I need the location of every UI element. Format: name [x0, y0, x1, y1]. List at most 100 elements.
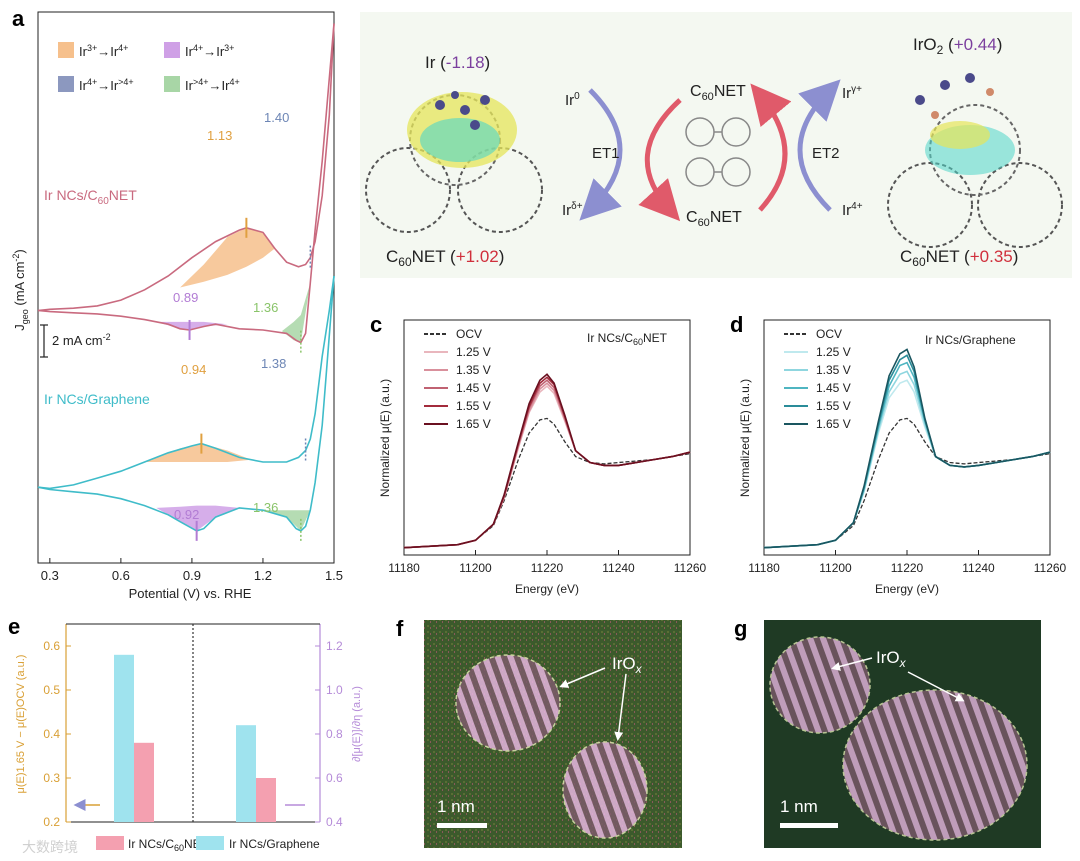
xtick-label: 11260	[1034, 561, 1067, 575]
irox-label-f: IrOx	[612, 654, 643, 676]
legend-label: OCV	[816, 327, 842, 341]
et2-arrow	[797, 79, 841, 212]
legend-label: 1.35 V	[456, 363, 491, 377]
c60net-bottom-label: C60NET	[686, 209, 742, 229]
panel-d-legend: OCV 1.25 V 1.35 V 1.45 V 1.55 V 1.65 V	[784, 327, 851, 431]
arrow-f1	[559, 667, 606, 688]
left-structure-image	[365, 91, 543, 233]
panel-a-ylabel: Jgeo (mA cm-2)	[11, 249, 30, 331]
xtick-label: 11180	[388, 561, 420, 575]
legend-label-ir4-irgt4: Ir4+→Ir>4+	[79, 77, 134, 93]
e-ytick-left-label: 0.2	[43, 815, 60, 829]
fill-gr-red	[156, 505, 240, 531]
nanocluster-f2	[562, 741, 648, 839]
xanes-line-1.35-v	[403, 382, 691, 549]
xtick-label: 11220	[531, 561, 564, 575]
a-xtick-label: 0.3	[41, 568, 59, 583]
et1-return-arrow	[638, 98, 682, 222]
bar-left-graphene	[114, 654, 134, 822]
xanes-line-1.55-v	[763, 354, 1051, 549]
annotation-gr-0.92: 0.92	[174, 507, 199, 522]
arrow-g1	[831, 657, 873, 671]
et2-return-arrow	[750, 83, 792, 212]
e-ytick-right-label: 1.2	[326, 639, 343, 653]
legend-label: 1.25 V	[456, 345, 491, 359]
scale-bar-label: 2 mA cm-2	[52, 332, 111, 348]
legend-swatch-irgt4-ir4	[164, 76, 180, 92]
xtick-label: 11180	[748, 561, 780, 575]
xtick-label: 11240	[962, 561, 995, 575]
left-title: Ir (-1.18)	[425, 53, 490, 72]
curve-ir-ncs-graphene	[37, 275, 335, 490]
panel-a: Ir3+→Ir4+ Ir4+→Ir3+ Ir4+→Ir>4+ Ir>4+→Ir4…	[11, 11, 343, 601]
panel-b: Ir (-1.18) C60NET (+1.02) Ir0 Irδ+ Irγ+ …	[360, 12, 1072, 278]
fill-c60-red	[156, 321, 228, 330]
arrow-g2	[907, 671, 965, 702]
bar-left-c60net	[134, 742, 154, 822]
a-xtick-label: 0.6	[112, 568, 130, 583]
xanes-line-1.65-v	[403, 373, 691, 549]
scale-bar-f	[437, 823, 487, 828]
panel-label-c: c	[370, 312, 382, 337]
panel-g: IrOx 1 nm	[764, 620, 1041, 848]
panel-d: Ir NCs/Graphene OCV 1.25 V 1.35 V 1.45 V 1.5…	[738, 319, 1067, 596]
panel-c-frame	[403, 319, 691, 556]
panel-e-yticks: 0.2 0.3 0.4 0.5 0.6 0.4 0.6 0.8 1.0 1.2	[43, 639, 343, 829]
fill-c60-red2	[281, 282, 311, 343]
panel-d-xticks: 11180 11200 11220 11240 11260	[748, 550, 1067, 575]
panel-a-plot	[37, 23, 335, 543]
c60net-structure	[685, 117, 751, 187]
curve-ir-ncs-c60net	[37, 23, 335, 312]
left-bottom-label: C60NET (+1.02)	[386, 247, 504, 269]
panel-a-legend: Ir3+→Ir4+ Ir4+→Ir3+ Ir4+→Ir>4+ Ir>4+→Ir4…	[58, 42, 240, 93]
annotation-c60-0.89: 0.89	[173, 290, 198, 305]
nanocluster-g1	[769, 636, 871, 734]
panel-c-xlabel: Energy (eV)	[515, 582, 579, 596]
e-ytick-left-label: 0.3	[43, 771, 60, 785]
ir-gamma-label: Irγ+	[842, 84, 862, 102]
panel-e-ylabel-right: ∂[μ(E)]/∂η (a.u.)	[351, 686, 363, 762]
curve-label-c60net: Ir NCs/C60NET	[44, 187, 137, 207]
annotation-gr-0.94: 0.94	[181, 362, 206, 377]
arrow-f2	[614, 673, 627, 741]
panel-label-d: d	[730, 312, 743, 337]
annotation-c60-1.13: 1.13	[207, 128, 232, 143]
legend-swatch-ir4-ir3	[164, 42, 180, 58]
panel-e-ylabel-left: μ(E)1.65 V − μ(E)OCV (a.u.)	[15, 655, 27, 794]
right-structure-image	[887, 73, 1063, 248]
panel-d-plot	[763, 348, 1051, 549]
legend-label: 1.65 V	[816, 417, 851, 431]
xanes-line-1.25-v	[403, 385, 691, 549]
nanocluster-f1	[455, 654, 561, 752]
legend-label-ir4-ir3: Ir4+→Ir3+	[185, 43, 234, 59]
panel-c-xticks: 11180 11200 11220 11240 11260	[388, 550, 707, 575]
panel-c-title: Ir NCs/C60NET	[587, 331, 668, 347]
panel-e: 0.2 0.3 0.4 0.5 0.6 0.4 0.6 0.8 1.0 1.2 μ(E)1.65 …	[15, 623, 363, 855]
panel-c: Ir NCs/C60NET OCV 1.25 V 1.35 V 1.45 V 1.55 …	[378, 319, 707, 596]
watermark: 大数跨境	[22, 839, 78, 855]
panel-label-g: g	[734, 616, 747, 641]
xtick-label: 11260	[674, 561, 707, 575]
xtick-label: 11200	[459, 561, 492, 575]
e-ytick-left-label: 0.6	[43, 639, 60, 653]
ir4-label: Ir4+	[842, 201, 863, 219]
e-ytick-right-label: 1.0	[326, 683, 343, 697]
legend-label: 1.25 V	[816, 345, 851, 359]
a-xtick-label: 1.5	[325, 568, 343, 583]
fill-gr-red2	[263, 510, 311, 531]
legend-swatch-ir3-ir4	[58, 42, 74, 58]
annotation-c60-1.36: 1.36	[253, 300, 278, 315]
legend-label: 1.35 V	[816, 363, 851, 377]
panel-f: IrOx 1 nm	[424, 620, 682, 848]
legend-label: 1.45 V	[456, 381, 491, 395]
legend-label: OCV	[456, 327, 482, 341]
legend-label-irgt4-ir4: Ir>4+→Ir4+	[185, 77, 240, 93]
panel-a-xlabel: Potential (V) vs. RHE	[129, 586, 252, 601]
legend-label: 1.65 V	[456, 417, 491, 431]
legend-swatch-c60net	[96, 836, 124, 850]
et1-label: ET1	[592, 145, 620, 162]
legend-label: 1.55 V	[456, 399, 491, 413]
xanes-line-ocv	[403, 417, 691, 549]
et1-arrow	[579, 88, 623, 221]
